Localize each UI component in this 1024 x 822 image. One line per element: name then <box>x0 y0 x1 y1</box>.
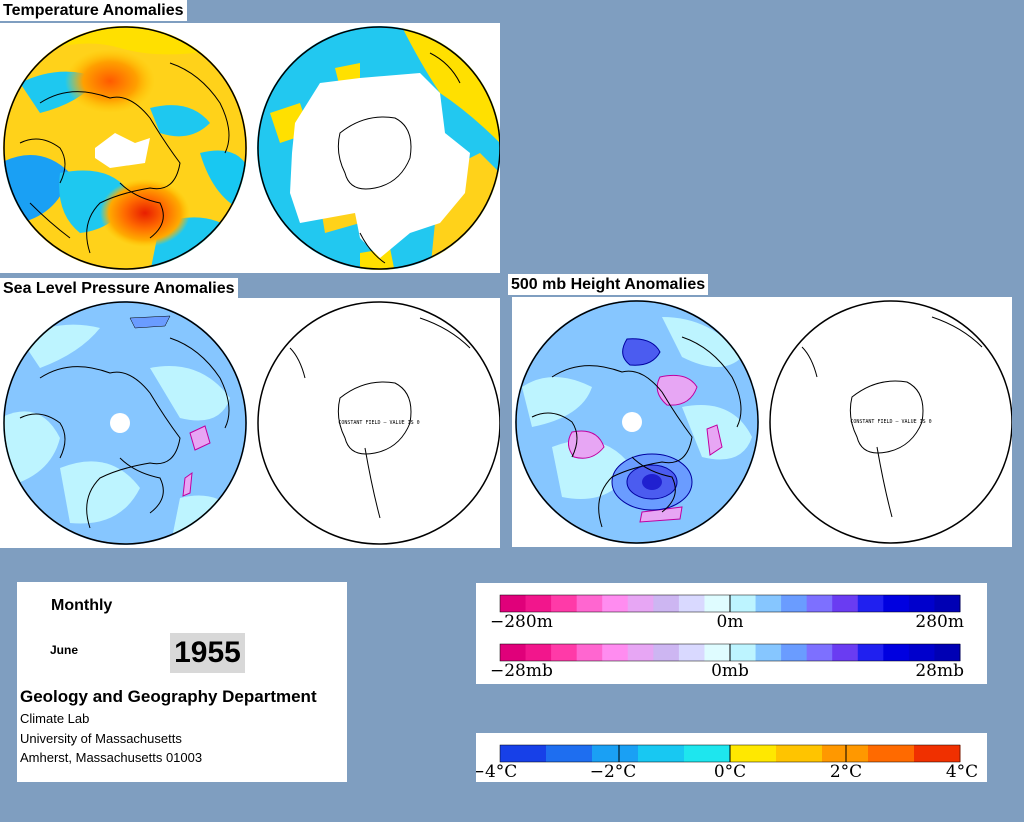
temp-tick-minus4: −4°C <box>476 762 517 782</box>
height-colorbar-swatch-11 <box>781 595 808 612</box>
pressure-colorbar-swatch-5 <box>627 644 654 661</box>
temperature-legend: −4°C −2°C 0°C 2°C 4°C <box>476 733 987 782</box>
pressure-colorbar-swatch-1 <box>525 644 552 661</box>
height-colorbar-swatch-16 <box>908 595 935 612</box>
info-line-address: Amherst, Massachusetts 01003 <box>20 750 203 765</box>
height-tick-max: 280m <box>915 612 964 632</box>
temperature-colorbar-swatch-5 <box>730 745 777 762</box>
nh-temperature-globe <box>3 26 247 270</box>
sh-temperature-globe <box>257 26 500 270</box>
height-pressure-legend: −280m 0m 280m −28mb 0mb 28mb <box>476 583 987 684</box>
slp-maps: CONSTANT FIELD — VALUE IS 0 <box>3 301 500 545</box>
pressure-colorbar-swatch-8 <box>704 644 731 661</box>
height-colorbar-swatch-9 <box>730 595 757 612</box>
slp-constant-field-note: CONSTANT FIELD — VALUE IS 0 <box>338 420 419 426</box>
temperature-colorbar-swatch-3 <box>638 745 685 762</box>
pressure-colorbar-swatch-3 <box>576 644 603 661</box>
height-tick-zero: 0m <box>717 612 744 632</box>
pressure-colorbar-swatch-15 <box>883 644 910 661</box>
height-colorbar-swatch-13 <box>832 595 859 612</box>
height-colorbar-swatch-3 <box>576 595 603 612</box>
slp-map-panel: CONSTANT FIELD — VALUE IS 0 <box>0 298 500 548</box>
frequency-label: Monthly <box>51 597 113 614</box>
slp-title: Sea Level Pressure Anomalies <box>0 278 238 299</box>
height-colorbar-swatch-17 <box>934 595 961 612</box>
temperature-colorbar-swatch-8 <box>868 745 915 762</box>
temp-tick-plus4: 4°C <box>946 762 978 782</box>
year-label: 1955 <box>170 633 245 673</box>
pressure-colorbar-swatch-16 <box>908 644 935 661</box>
pressure-colorbar-swatch-2 <box>551 644 578 661</box>
nh-slp-globe <box>3 301 247 545</box>
temperature-colorbar-swatch-7 <box>822 745 869 762</box>
pressure-colorbar-swatch-11 <box>781 644 808 661</box>
pressure-colorbar-swatch-10 <box>755 644 782 661</box>
temperature-maps <box>3 26 500 270</box>
height-colorbar-swatch-4 <box>602 595 629 612</box>
month-label: June <box>50 643 79 657</box>
temperature-title: Temperature Anomalies <box>0 0 187 21</box>
pressure-colorbar-swatch-7 <box>678 644 705 661</box>
nh-height500-globe <box>515 300 759 544</box>
temp-tick-minus2: −2°C <box>590 762 637 782</box>
pressure-tick-max: 28mb <box>915 661 964 681</box>
info-box: Monthly June 1955 Geology and Geography … <box>17 582 347 782</box>
height-tick-min: −280m <box>490 612 553 632</box>
temperature-colorbar <box>499 744 961 763</box>
temperature-colorbar-swatch-6 <box>776 745 823 762</box>
pressure-colorbar-swatch-13 <box>832 644 859 661</box>
height-colorbar-swatch-15 <box>883 595 910 612</box>
temperature-colorbar-swatch-2 <box>592 745 639 762</box>
sh-slp-globe: CONSTANT FIELD — VALUE IS 0 <box>257 301 500 545</box>
temperature-legend-svg: −4°C −2°C 0°C 2°C 4°C <box>476 744 978 782</box>
height-colorbar-swatch-10 <box>755 595 782 612</box>
sh-height500-globe: CONSTANT FIELD — VALUE IS 0 <box>769 300 1012 544</box>
temperature-map-panel <box>0 23 500 273</box>
height500-map-panel: CONSTANT FIELD — VALUE IS 0 <box>512 297 1012 547</box>
temperature-colorbar-swatch-9 <box>914 745 961 762</box>
pressure-colorbar-swatch-17 <box>934 644 961 661</box>
height-colorbar-swatch-1 <box>525 595 552 612</box>
height-colorbar <box>499 594 961 613</box>
height-pressure-legend-svg: −280m 0m 280m −28mb 0mb 28mb <box>490 594 964 681</box>
height-colorbar-swatch-8 <box>704 595 731 612</box>
height-colorbar-swatch-6 <box>653 595 680 612</box>
pressure-colorbar-swatch-12 <box>806 644 833 661</box>
height-colorbar-swatch-7 <box>678 595 705 612</box>
pressure-tick-min: −28mb <box>490 661 553 681</box>
pressure-colorbar-swatch-14 <box>857 644 884 661</box>
pressure-tick-zero: 0mb <box>711 661 749 681</box>
pressure-colorbar-swatch-9 <box>730 644 757 661</box>
height500-maps: CONSTANT FIELD — VALUE IS 0 <box>515 300 1012 544</box>
height-colorbar-swatch-12 <box>806 595 833 612</box>
height500-title: 500 mb Height Anomalies <box>508 274 709 295</box>
height-colorbar-swatch-5 <box>627 595 654 612</box>
temperature-colorbar-swatch-1 <box>546 745 593 762</box>
temp-tick-plus2: 2°C <box>830 762 862 782</box>
pressure-colorbar <box>499 643 961 662</box>
height-colorbar-swatch-2 <box>551 595 578 612</box>
height-colorbar-swatch-0 <box>500 595 527 612</box>
temperature-colorbar-swatch-0 <box>500 745 547 762</box>
temp-tick-zero: 0°C <box>714 762 746 782</box>
info-line-lab: Climate Lab <box>20 711 90 726</box>
height500-constant-field-note: CONSTANT FIELD — VALUE IS 0 <box>850 419 931 425</box>
pressure-colorbar-swatch-0 <box>500 644 527 661</box>
department-label: Geology and Geography Department <box>20 687 317 706</box>
info-line-university: University of Massachusetts <box>20 731 182 746</box>
height-colorbar-swatch-14 <box>857 595 884 612</box>
temperature-colorbar-swatch-4 <box>684 745 731 762</box>
pressure-colorbar-swatch-4 <box>602 644 629 661</box>
pressure-colorbar-swatch-6 <box>653 644 680 661</box>
